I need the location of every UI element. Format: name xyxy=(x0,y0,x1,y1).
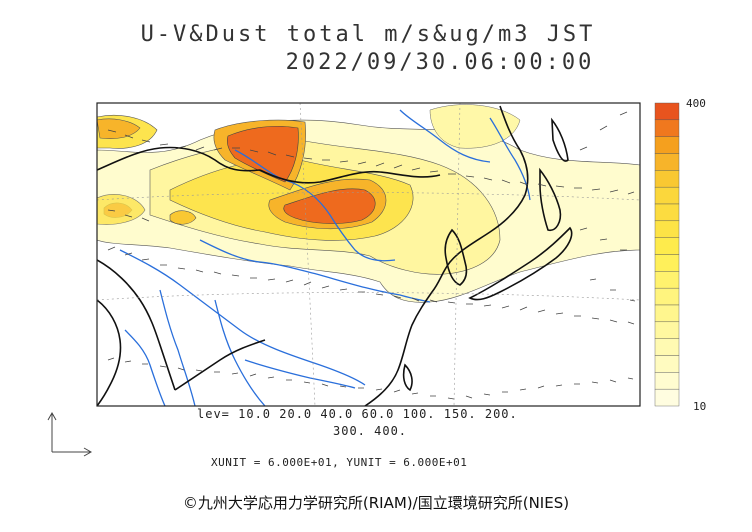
graticule xyxy=(97,103,640,406)
colorbar-swatch xyxy=(654,287,680,306)
colorbar-swatch xyxy=(654,170,680,188)
vector-unit-label: XUNIT = 6.000E+01, YUNIT = 6.000E+01 xyxy=(211,456,468,469)
contour-levels-line2: 300. 400. xyxy=(333,424,408,438)
colorbar-swatch xyxy=(654,136,680,154)
colorbar-swatch xyxy=(654,119,680,137)
dust-concentration-field xyxy=(97,104,640,303)
contour-levels-line1: lev= 10.0 20.0 40.0 60.0 100. 150. 200. xyxy=(197,407,518,421)
colorbar-swatch xyxy=(654,321,680,339)
colorbar-swatch xyxy=(654,254,680,272)
colorbar-max-label: 400 xyxy=(686,97,706,110)
wind-vector-field xyxy=(107,111,636,400)
colorbar-swatch xyxy=(654,203,680,222)
concentration-colorbar xyxy=(654,102,680,407)
coastlines-and-borders xyxy=(97,105,573,406)
reference-vector xyxy=(47,411,93,457)
colorbar-swatch xyxy=(654,153,680,171)
colorbar-swatch xyxy=(654,355,680,373)
colorbar-min-label: 10 xyxy=(693,400,707,413)
colorbar-swatch xyxy=(654,102,680,121)
colorbar-swatch xyxy=(654,388,680,407)
map-timestamp: 2022/09/30.06:00:00 xyxy=(285,50,595,75)
colorbar-swatch xyxy=(654,220,680,238)
colorbar-swatch xyxy=(654,186,680,205)
rivers xyxy=(119,109,531,406)
colorbar-swatch xyxy=(654,237,680,255)
colorbar-swatch xyxy=(654,338,680,356)
colorbar-swatch xyxy=(654,304,680,323)
colorbar-swatch xyxy=(654,271,680,289)
map-title: U-V&Dust total m/s&ug/m3 JST xyxy=(140,22,596,47)
colorbar-swatch xyxy=(654,372,680,390)
copyright-credit: ©九州大学応用力学研究所(RIAM)/国立環境研究所(NIES) xyxy=(182,494,570,512)
map-frame xyxy=(96,102,641,407)
